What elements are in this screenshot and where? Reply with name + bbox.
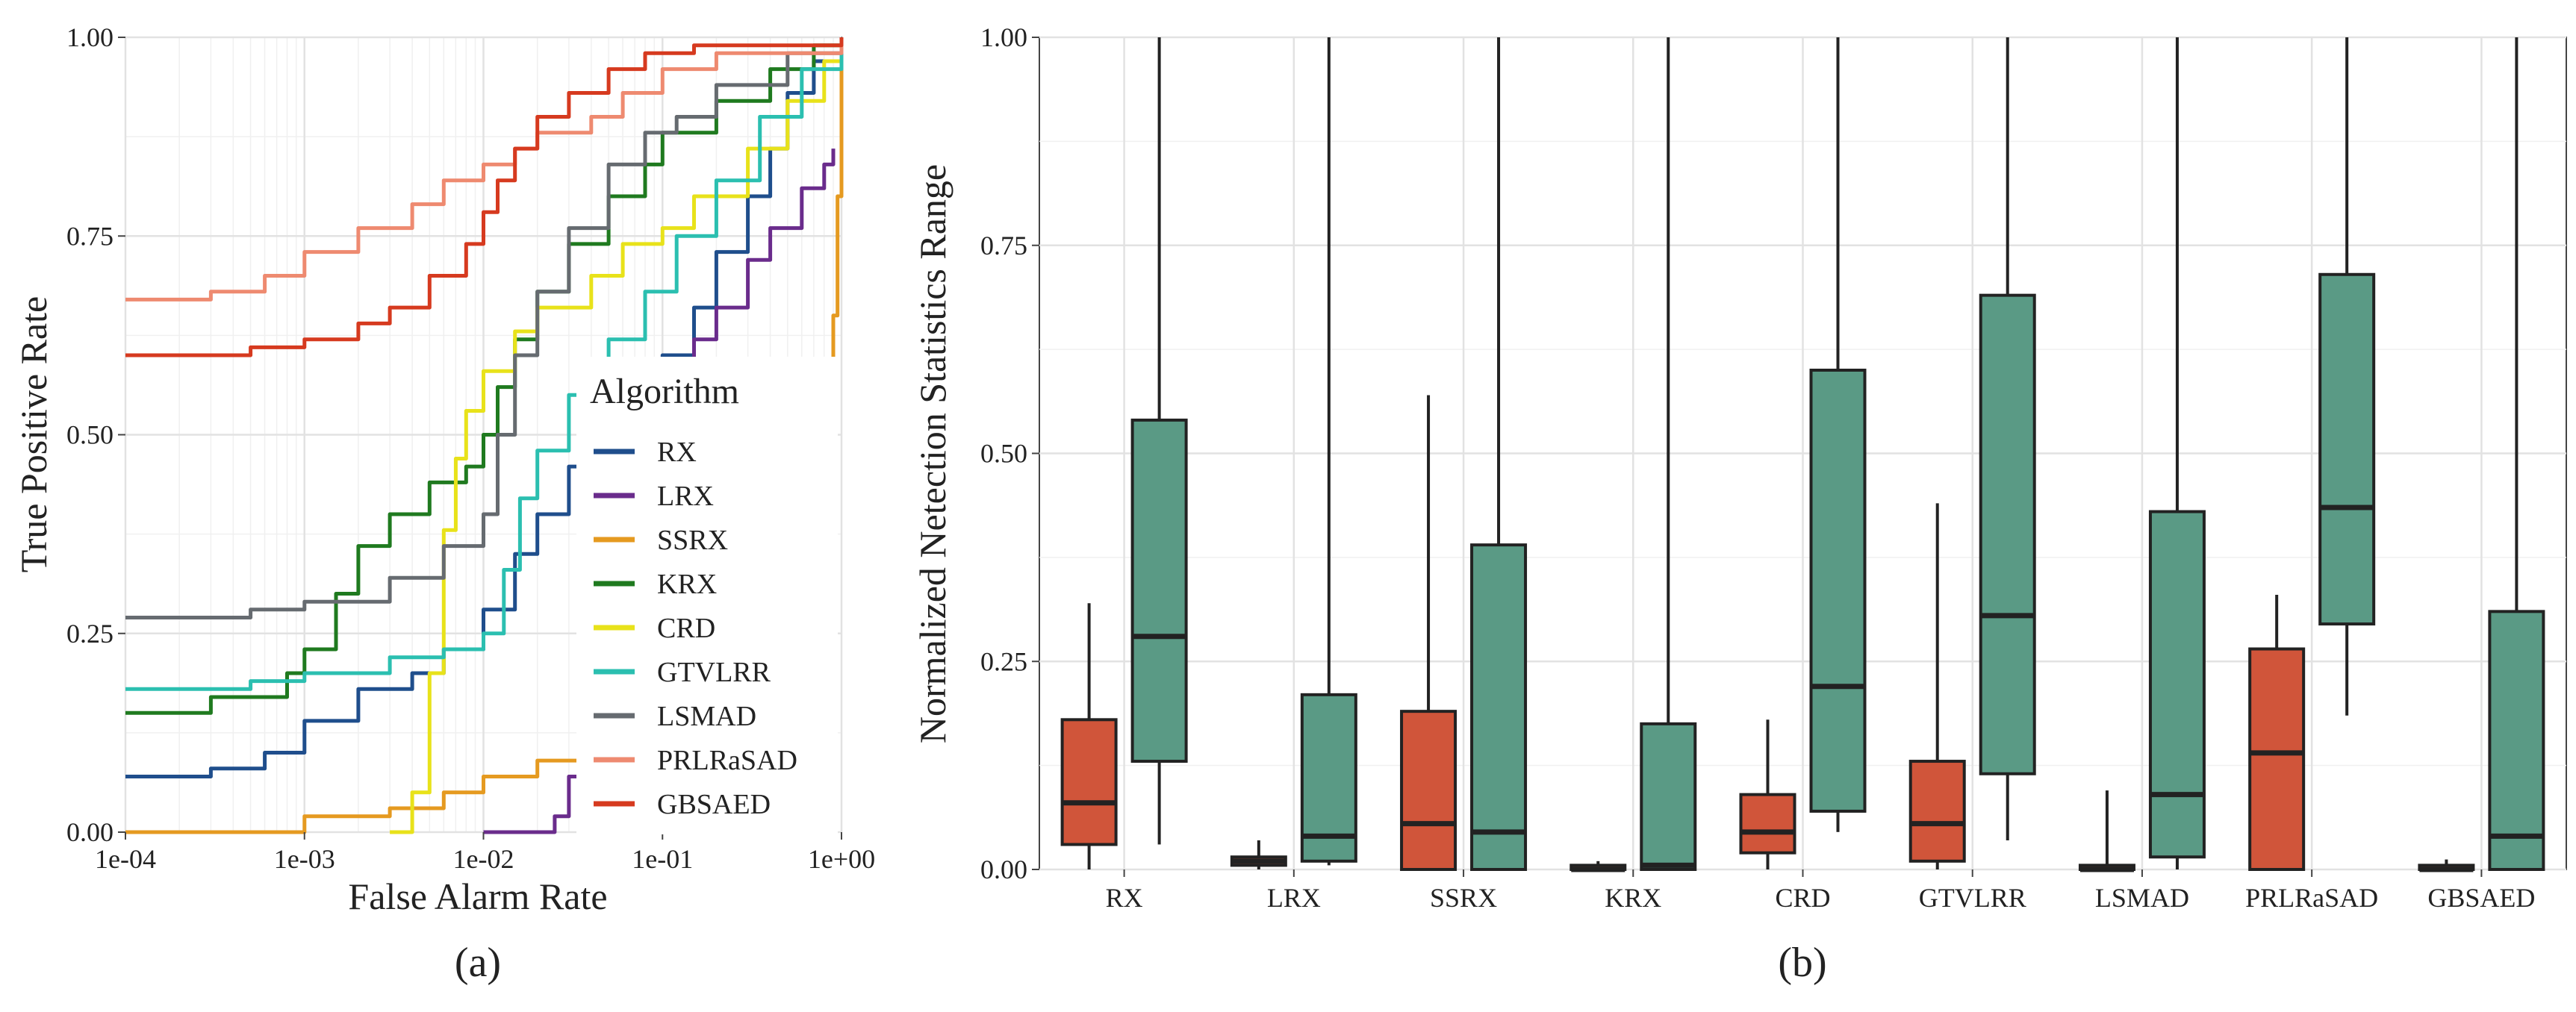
box-body xyxy=(1400,710,1457,872)
box-body xyxy=(2318,272,2376,626)
x-tick-label-prlrasad: PRLRaSAD xyxy=(2245,883,2378,913)
box-body xyxy=(2248,647,2306,872)
box-body xyxy=(1979,293,2036,775)
box-gbsaed-background xyxy=(2418,859,2475,872)
x-tick-label: 1e-04 xyxy=(95,844,156,874)
roc-curve-gtvlrr xyxy=(125,37,844,691)
box-gtvlrr-background xyxy=(1908,503,1966,869)
box-lrx-background xyxy=(1230,840,1287,869)
legend-label-prlrasad: PRLRaSAD xyxy=(657,745,797,776)
y-tick-label: 0.50 xyxy=(66,420,113,450)
x-tick-label-ssrx: SSRX xyxy=(1430,883,1497,913)
box-lsmad-background xyxy=(2078,790,2135,872)
legend-label-gtvlrr: GTVLRR xyxy=(657,657,771,688)
box-rx-background xyxy=(1060,603,1118,869)
box-body xyxy=(2148,510,2206,859)
box-body xyxy=(1908,760,1966,863)
x-tick-label: 1e-01 xyxy=(632,844,693,874)
roc-curve-ssrx xyxy=(125,744,583,834)
legend-label-rx: RX xyxy=(657,437,697,468)
x-tick-label-gbsaed: GBSAED xyxy=(2427,883,2535,913)
box-body xyxy=(1739,793,1796,855)
box-prlrasad-background xyxy=(2248,595,2306,872)
panel-a-legend: Algorithm RX LRX SSRX KRX CRD GTVLRR LSMAD PRLR… xyxy=(576,357,838,834)
legend-label-gbsaed: GBSAED xyxy=(657,789,771,820)
y-tick-label: 0.50 xyxy=(980,439,1027,469)
box-prlrasad-target xyxy=(2318,37,2376,716)
panel-a-x-ticks: 1e-04 1e-03 1e-02 1e-01 1e+00 xyxy=(95,832,875,874)
box-crd-background xyxy=(1739,719,1796,869)
x-tick-label-rx: RX xyxy=(1106,883,1143,913)
panel-a-series xyxy=(125,37,844,834)
x-tick-label-lrx: LRX xyxy=(1267,883,1321,913)
box-gbsaed-target xyxy=(2488,37,2545,871)
legend-label-krx: KRX xyxy=(657,569,717,600)
y-tick-label: 0.25 xyxy=(980,646,1027,676)
legend-label-lrx: LRX xyxy=(657,481,714,512)
legend-background xyxy=(576,357,838,834)
x-tick-label-lsmad: LSMAD xyxy=(2095,883,2189,913)
panel-a-y-ticks: 0.00 0.25 0.50 0.75 1.00 xyxy=(66,22,125,847)
y-tick-label: 0.75 xyxy=(66,221,113,251)
roc-curve-prlrasad xyxy=(125,37,844,302)
box-krx-target xyxy=(1640,37,1697,871)
legend-label-lsmad: LSMAD xyxy=(657,701,756,732)
panel-b-x-ticks: RX LRX SSRX KRX CRD GTVLRR LSMAD PRLRaSAD GBSAED xyxy=(1106,869,2535,913)
box-krx-background xyxy=(1569,860,1627,872)
x-tick-label-gtvlrr: GTVLRR xyxy=(1919,883,2026,913)
x-tick-label: 1e+00 xyxy=(808,844,875,874)
box-body xyxy=(1809,369,1867,813)
box-lsmad-target xyxy=(2148,37,2206,869)
y-tick-label: 0.25 xyxy=(66,619,113,649)
box-crd-target xyxy=(1809,37,1867,832)
panel-a-roc-chart: 1e-04 1e-03 1e-02 1e-01 1e+00 0.000.250.500.… xyxy=(13,22,875,986)
x-tick-label-crd: CRD xyxy=(1775,883,1830,913)
box-gtvlrr-target xyxy=(1979,37,2036,840)
roc-curve-rx xyxy=(125,37,844,778)
panel-b-label: (b) xyxy=(1778,940,1826,986)
panel-a-y-axis-title: True Positive Rate xyxy=(13,296,55,572)
box-body xyxy=(1640,722,1697,871)
panel-a-x-axis-title: False Alarm Rate xyxy=(348,875,607,917)
x-tick-label: 1e-02 xyxy=(453,844,514,874)
roc-curve-lrx xyxy=(670,149,836,373)
box-lrx-target xyxy=(1300,37,1357,866)
y-tick-label: 1.00 xyxy=(66,22,113,52)
y-tick-label: 1.00 xyxy=(980,22,1027,52)
x-tick-label: 1e-03 xyxy=(274,844,335,874)
box-ssrx-target xyxy=(1470,37,1528,872)
y-tick-label: 0.75 xyxy=(980,231,1027,260)
roc-curve-lsmad xyxy=(125,37,844,619)
y-tick-label: 0.00 xyxy=(66,817,113,847)
box-body xyxy=(1300,693,1357,863)
box-body xyxy=(1060,718,1118,846)
y-tick-label: 0.00 xyxy=(980,855,1027,884)
box-body xyxy=(1130,418,1188,763)
panel-b-boxplot-chart: RX LRX SSRX KRX CRD GTVLRR LSMAD PRLRaSAD GBSAED… xyxy=(912,22,2567,986)
x-tick-label-krx: KRX xyxy=(1605,883,1661,913)
box-body xyxy=(2488,610,2545,871)
box-body xyxy=(1470,543,1528,872)
box-ssrx-background xyxy=(1400,395,1457,872)
box-rx-target xyxy=(1130,37,1188,845)
legend-label-crd: CRD xyxy=(657,613,715,644)
panel-b-boxes xyxy=(1060,37,2545,872)
legend-label-ssrx: SSRX xyxy=(657,525,728,556)
roc-curve-gbsaed xyxy=(125,37,844,357)
legend-title: Algorithm xyxy=(590,372,739,411)
panel-a-label: (a) xyxy=(455,940,501,986)
panel-b-y-axis-title: Normalized Netection Statistics Range xyxy=(912,164,953,743)
roc-curve-krx xyxy=(125,37,844,715)
panel-b-y-ticks: 0.00 0.25 0.50 0.75 1.00 xyxy=(980,22,1039,884)
